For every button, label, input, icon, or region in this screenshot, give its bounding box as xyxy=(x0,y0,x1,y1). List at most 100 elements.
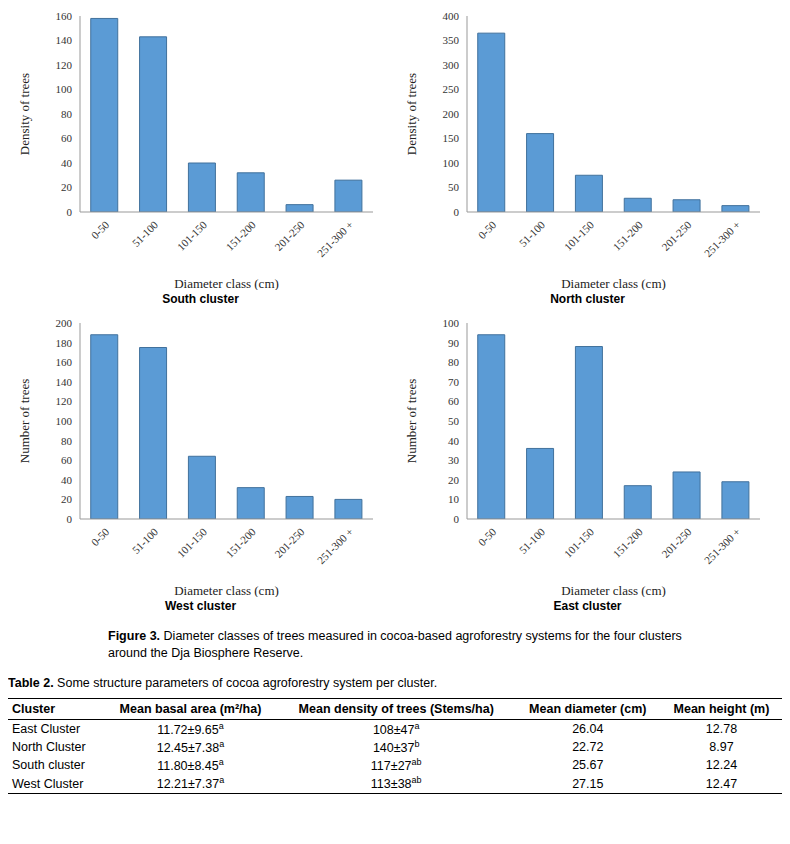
html-text:North cluster: North cluster xyxy=(550,292,625,306)
svg-text:60: 60 xyxy=(61,454,73,466)
svg-text:251-300 +: 251-300 + xyxy=(315,218,356,259)
svg-text:0-50: 0-50 xyxy=(89,525,112,548)
html-text:12.21±7.37a: 12.21±7.37a xyxy=(156,775,225,792)
svg-text:60: 60 xyxy=(61,132,73,144)
html-text:108±47a: 108±47a xyxy=(372,721,420,738)
svg-text:51-100: 51-100 xyxy=(517,218,548,249)
svg-text:60: 60 xyxy=(448,395,460,407)
svg-text:100: 100 xyxy=(443,317,460,329)
html-text:West Cluster: West Cluster xyxy=(12,776,84,791)
svg-text:151-200: 151-200 xyxy=(610,525,645,560)
svg-text:20: 20 xyxy=(61,181,73,193)
svg-text:40: 40 xyxy=(448,435,460,447)
html-text:11.72±9.65a: 11.72±9.65a xyxy=(157,721,224,738)
html-text:North Cluster: North Cluster xyxy=(12,740,86,755)
svg-text:80: 80 xyxy=(61,435,73,447)
svg-text:30: 30 xyxy=(448,454,460,466)
svg-text:120: 120 xyxy=(56,395,73,407)
html-text:12.78: 12.78 xyxy=(705,722,738,737)
svg-text:Density of trees: Density of trees xyxy=(17,73,32,155)
svg-text:40: 40 xyxy=(61,157,73,169)
svg-text:201-250: 201-250 xyxy=(659,218,694,253)
svg-text:100: 100 xyxy=(56,83,73,95)
svg-text:350: 350 xyxy=(443,34,460,46)
html-text:East cluster: East cluster xyxy=(553,599,622,613)
svg-text:40: 40 xyxy=(61,474,73,486)
html-text:12.24: 12.24 xyxy=(705,758,738,773)
svg-text:201-250: 201-250 xyxy=(659,525,694,560)
svg-text:80: 80 xyxy=(448,356,460,368)
svg-text:70: 70 xyxy=(448,376,460,388)
svg-text:120: 120 xyxy=(56,59,73,71)
svg-text:180: 180 xyxy=(56,337,73,349)
html-text:11.80±8.45a: 11.80±8.45a xyxy=(157,757,224,774)
html-text:South cluster: South cluster xyxy=(12,758,85,773)
svg-text:100: 100 xyxy=(443,157,460,169)
svg-text:51-100: 51-100 xyxy=(517,525,548,556)
svg-text:250: 250 xyxy=(443,83,460,95)
svg-text:200: 200 xyxy=(443,108,460,120)
html-text:117±27ab: 117±27ab xyxy=(370,757,422,774)
svg-text:151-200: 151-200 xyxy=(223,525,258,560)
svg-text:151-200: 151-200 xyxy=(610,218,645,253)
svg-text:201-250: 201-250 xyxy=(272,525,307,560)
svg-text:Diameter class (cm): Diameter class (cm) xyxy=(174,583,279,597)
html-text:West cluster: West cluster xyxy=(164,599,237,613)
svg-text:400: 400 xyxy=(443,10,460,22)
svg-text:Density of trees: Density of trees xyxy=(404,73,419,155)
svg-text:10: 10 xyxy=(448,493,460,505)
svg-text:101-150: 101-150 xyxy=(175,218,210,253)
svg-text:Diameter class (cm): Diameter class (cm) xyxy=(561,276,666,290)
html-text:12.47: 12.47 xyxy=(705,776,738,791)
svg-text:51-100: 51-100 xyxy=(130,525,161,556)
svg-text:0: 0 xyxy=(454,513,460,525)
svg-text:150: 150 xyxy=(443,132,460,144)
svg-text:101-150: 101-150 xyxy=(562,525,597,560)
html-text:Cluster: Cluster xyxy=(12,702,56,716)
svg-text:Number of trees: Number of trees xyxy=(17,379,32,463)
svg-text:140: 140 xyxy=(56,376,73,388)
svg-text:200: 200 xyxy=(56,317,73,329)
html-text:25.67: 25.67 xyxy=(572,758,604,773)
html-text:140±37b: 140±37b xyxy=(372,739,420,756)
svg-text:80: 80 xyxy=(61,108,73,120)
svg-text:Diameter class (cm): Diameter class (cm) xyxy=(174,276,279,290)
svg-text:160: 160 xyxy=(56,356,73,368)
html-text:East Cluster: East Cluster xyxy=(12,722,81,737)
svg-text:51-100: 51-100 xyxy=(130,218,161,249)
svg-text:50: 50 xyxy=(448,415,460,427)
html-text:Figure 3. Diameter classes of: Figure 3. Diameter classes of trees meas… xyxy=(108,629,682,660)
svg-text:160: 160 xyxy=(56,10,73,22)
svg-text:20: 20 xyxy=(61,493,73,505)
html-text:South cluster: South cluster xyxy=(162,292,239,306)
svg-text:0: 0 xyxy=(67,513,73,525)
svg-text:0-50: 0-50 xyxy=(89,218,112,241)
svg-text:100: 100 xyxy=(56,415,73,427)
svg-text:251-300 +: 251-300 + xyxy=(702,525,743,566)
html-text:8.97: 8.97 xyxy=(709,740,734,755)
svg-text:0: 0 xyxy=(67,206,73,218)
svg-text:201-250: 201-250 xyxy=(272,218,307,253)
svg-text:0-50: 0-50 xyxy=(476,218,499,241)
svg-text:151-200: 151-200 xyxy=(223,218,258,253)
svg-text:0: 0 xyxy=(454,206,460,218)
svg-text:140: 140 xyxy=(56,34,73,46)
svg-text:251-300 +: 251-300 + xyxy=(702,218,743,259)
svg-text:Diameter class (cm): Diameter class (cm) xyxy=(561,583,666,597)
html-text:Mean basal area (m²/ha): Mean basal area (m²/ha) xyxy=(119,702,262,716)
svg-text:Number of trees: Number of trees xyxy=(404,379,419,463)
svg-text:251-300 +: 251-300 + xyxy=(315,525,356,566)
html-text:22.72: 22.72 xyxy=(572,740,604,755)
svg-text:90: 90 xyxy=(448,337,460,349)
html-text:26.04: 26.04 xyxy=(572,722,604,737)
svg-text:101-150: 101-150 xyxy=(562,218,597,253)
svg-text:20: 20 xyxy=(448,474,460,486)
html-text:Table 2. Some structure parame: Table 2. Some structure parameters of co… xyxy=(8,676,438,690)
html-text:27.15: 27.15 xyxy=(572,776,604,791)
svg-text:300: 300 xyxy=(443,59,460,71)
svg-text:101-150: 101-150 xyxy=(175,525,210,560)
html-text:113±38ab: 113±38ab xyxy=(370,775,422,792)
svg-text:50: 50 xyxy=(448,181,460,193)
html-text:12.45±7.38a: 12.45±7.38a xyxy=(156,739,225,756)
svg-text:0-50: 0-50 xyxy=(476,525,499,548)
